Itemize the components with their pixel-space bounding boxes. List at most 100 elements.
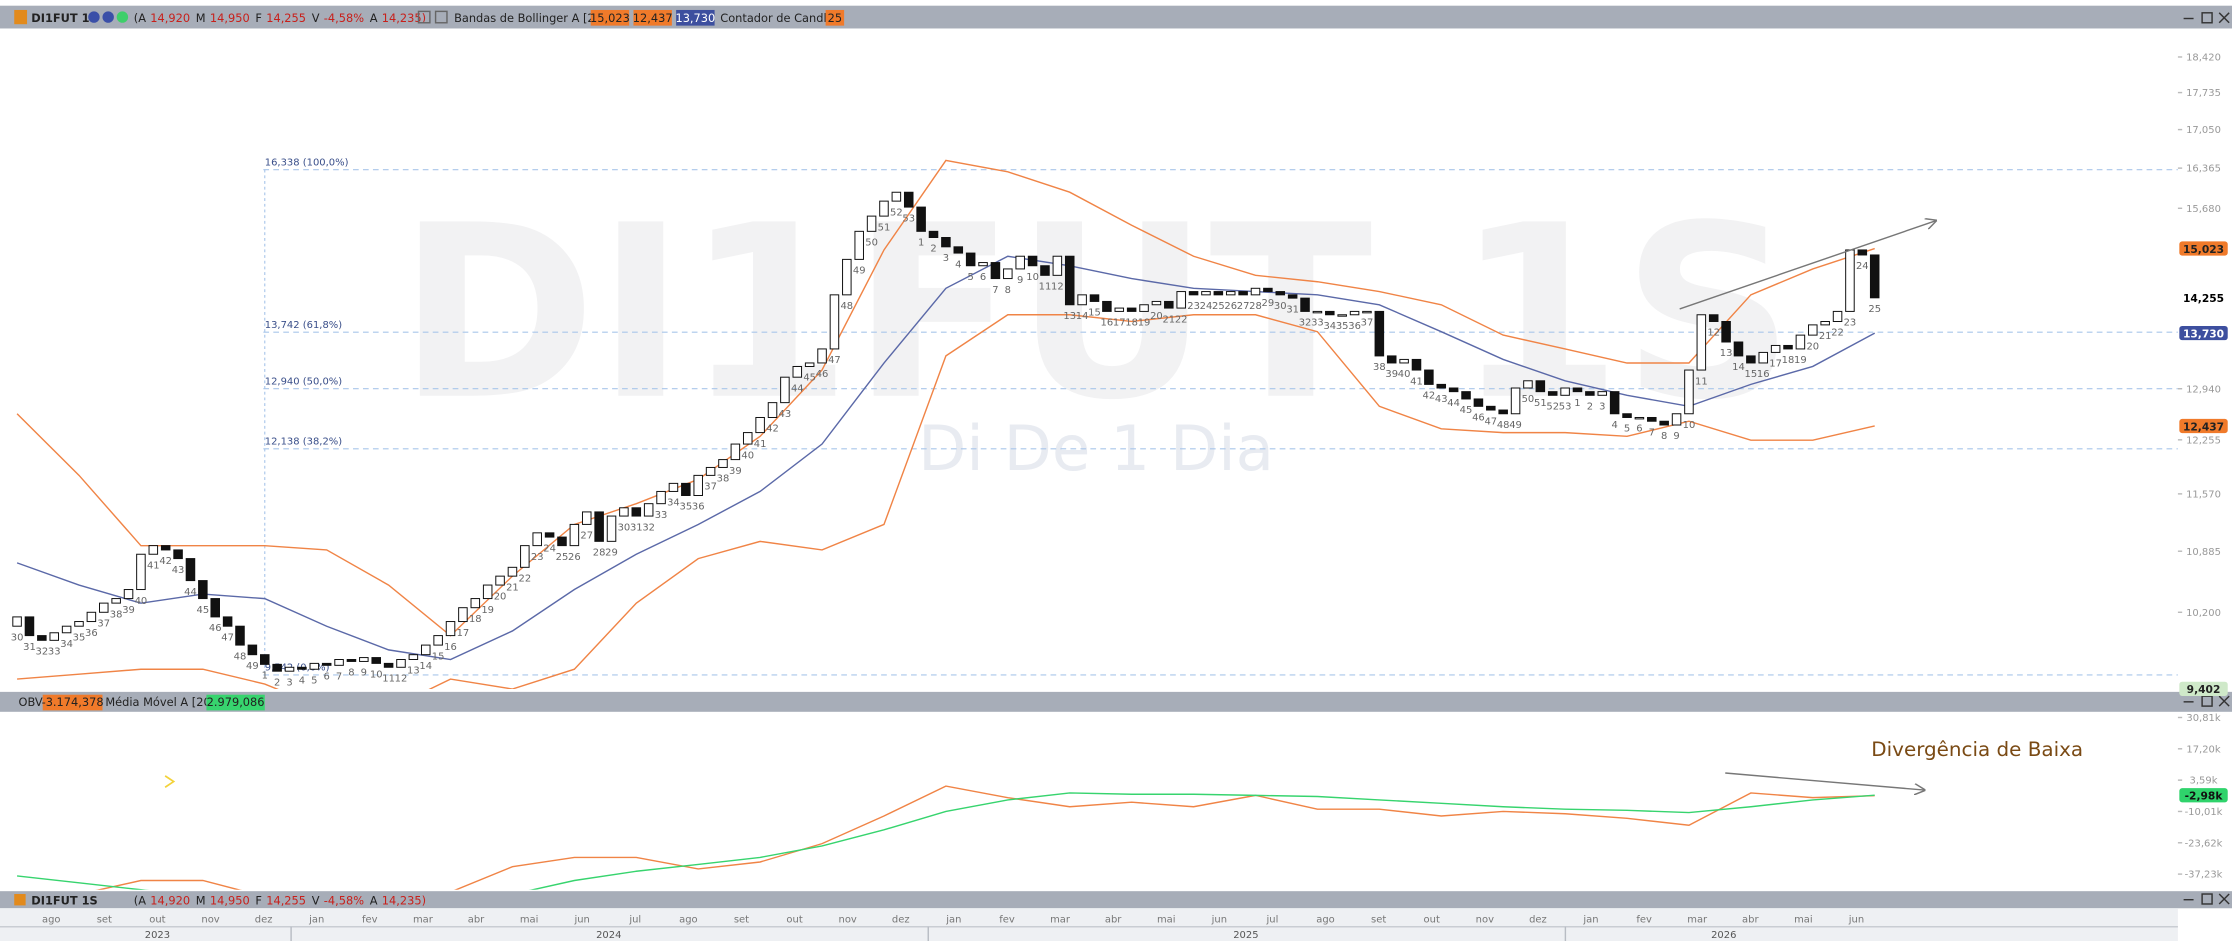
candle: [1275, 291, 1286, 296]
candle-count: 32: [1299, 318, 1312, 329]
candle-count: 44: [184, 587, 197, 598]
candle: [1845, 249, 1855, 312]
candle-count: 24: [543, 543, 556, 554]
candle-count: 49: [246, 661, 259, 672]
candle-count: 42: [1423, 391, 1436, 402]
icon: [102, 11, 114, 23]
candle-count: 5: [311, 675, 317, 686]
candle-count: 32: [642, 522, 655, 533]
candle: [272, 663, 282, 672]
candle: [1027, 255, 1038, 267]
month-label: jun: [574, 914, 590, 925]
candle: [1201, 291, 1211, 296]
candle: [1547, 391, 1558, 396]
candle-count: 29: [1262, 298, 1275, 309]
candle-count: 40: [135, 596, 148, 607]
candle-count: 47: [1484, 416, 1497, 427]
month-label: mai: [1157, 914, 1176, 925]
candle: [433, 635, 443, 646]
trend-line[interactable]: [1679, 221, 1936, 310]
candle-count: 34: [667, 498, 680, 509]
candle-count: 43: [779, 409, 792, 420]
candle: [1374, 310, 1385, 357]
obv-marker-label: -2,98k: [2185, 790, 2224, 803]
candle: [185, 558, 196, 582]
month-label: jun: [1848, 914, 1864, 925]
candle: [1869, 254, 1880, 299]
month-label: fev: [999, 914, 1015, 925]
window-controls[interactable]: [2183, 12, 2230, 24]
month-label: jul: [1266, 914, 1279, 925]
candle-count: 11: [1695, 376, 1708, 387]
y-tick-label: 12,940: [2186, 384, 2221, 395]
y-tick-label: 15,680: [2186, 204, 2221, 215]
candle: [1783, 344, 1793, 350]
quote-value: 14,920: [150, 894, 190, 908]
candle-count: 19: [1794, 355, 1807, 366]
candle-count: 2: [930, 244, 936, 255]
candle-count: 51: [878, 222, 891, 233]
quote-value: -4,58%: [324, 11, 364, 25]
candle-count: 2: [274, 677, 280, 688]
candle: [569, 523, 580, 547]
candle-count: 8: [348, 668, 354, 679]
candle-count: 21: [506, 582, 519, 593]
candle: [1535, 380, 1546, 393]
candle-count: 51: [1534, 398, 1547, 409]
window-controls[interactable]: [2183, 695, 2230, 707]
trend-line[interactable]: [1725, 772, 1924, 790]
candle: [259, 654, 270, 665]
candle: [222, 616, 233, 627]
candle-count: 30: [11, 632, 24, 643]
candle-count: 8: [1661, 431, 1667, 442]
month-label: mar: [1687, 914, 1708, 925]
candle-count: 17: [457, 628, 470, 639]
watermark: DI1FUT 1S: [398, 175, 1794, 453]
price-marker-label: 15,023: [2183, 243, 2224, 256]
candle: [594, 511, 604, 542]
button[interactable]: [434, 10, 448, 24]
candle: [903, 191, 914, 208]
obv-line: [96, 785, 1875, 890]
candle: [1176, 291, 1186, 309]
month-label: out: [1424, 914, 1440, 925]
band-upper: [16, 159, 1875, 637]
candle-count: 47: [221, 632, 234, 643]
candle-count: 3: [1599, 402, 1605, 413]
candle-count: 46: [209, 623, 222, 634]
candle-count: 27: [1237, 301, 1250, 312]
candle-count: 33: [1311, 318, 1324, 329]
price-marker-label: 13,730: [2183, 327, 2224, 340]
candle-count: 35: [1336, 321, 1349, 332]
candle: [346, 659, 357, 662]
candle: [1708, 314, 1719, 322]
button[interactable]: [417, 10, 431, 24]
y-tick-label: 17,735: [2186, 88, 2221, 99]
candle: [210, 598, 220, 618]
candle: [1808, 324, 1818, 336]
month-label: mar: [413, 914, 434, 925]
price-marker-label: 14,255: [2183, 292, 2224, 305]
candle-count: 11: [382, 674, 395, 685]
candle: [507, 566, 518, 577]
candle-count: 7: [1649, 427, 1655, 438]
candle-count: 40: [1398, 369, 1411, 380]
candle-count: 42: [159, 556, 172, 567]
candle: [978, 262, 988, 267]
candle: [74, 621, 84, 627]
quote-value: 14,255: [266, 894, 306, 908]
candle-count: 24: [1200, 301, 1213, 312]
fib-label: 16,338 (100,0%): [265, 157, 349, 168]
candle: [631, 507, 642, 517]
fib-label: 12,940 (50,0%): [265, 376, 342, 387]
candle-count: 15: [1088, 308, 1101, 319]
month-label: nov: [839, 914, 857, 925]
window-controls[interactable]: [2183, 893, 2230, 905]
month-label: ago: [1316, 914, 1335, 925]
y-tick-label: -10,01k: [2185, 807, 2223, 818]
candle-count: 38: [110, 609, 123, 620]
month-label: ago: [42, 914, 61, 925]
month-label: set: [97, 914, 112, 925]
candle: [1770, 344, 1781, 353]
badge-text: 25: [828, 11, 842, 25]
